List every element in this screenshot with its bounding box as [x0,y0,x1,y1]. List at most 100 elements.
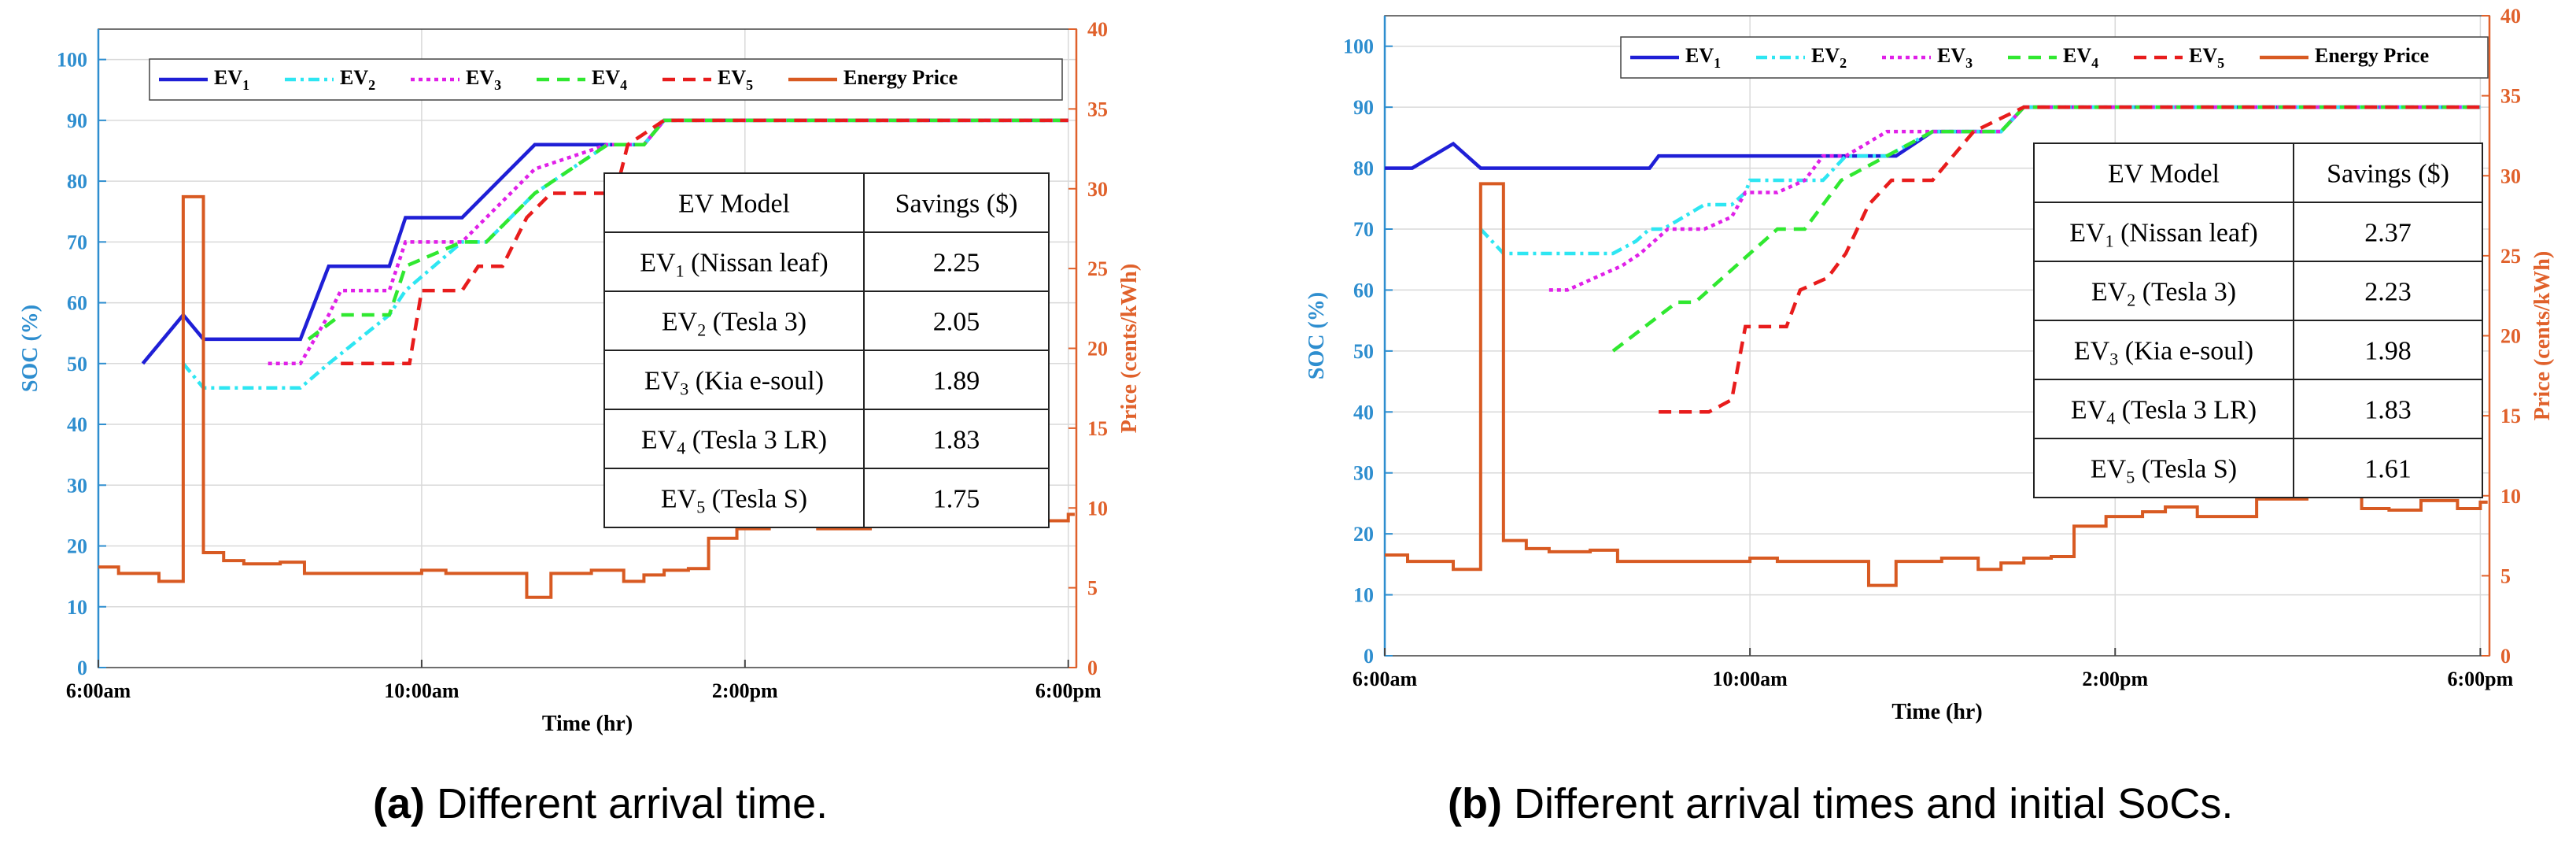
a-series-line-ev5 [341,118,1068,366]
a-x-axis-title: Time (hr) [542,712,633,736]
a-right-tick-label-7: 35 [1087,98,1108,120]
a-legend-label-3: EV3 [466,66,501,93]
a-right-tick-label-2: 10 [1087,497,1108,520]
a-x-tick-label-3: 6:00pm [1035,679,1102,702]
a-series-line-ev4 [307,118,1068,341]
a-left-tick-label-9: 90 [67,109,87,132]
b-left-tick-label-0: 0 [1364,645,1374,668]
a-right-axis-title: Price (cents/kWh) [1117,264,1142,433]
b-left-tick-label-5: 50 [1353,340,1374,363]
a-left-ticks: 0 10 20 30 40 50 60 70 80 90 100 [57,49,106,679]
b-x-ticks: 6:00am 10:00am 2:00pm 6:00pm [1353,648,2514,690]
a-table-row-3-savings: 1.89 [933,367,980,396]
b-left-tick-label-6: 60 [1353,279,1374,302]
b-table-row-5-savings: 1.61 [2364,455,2412,484]
a-right-tick-label-0: 0 [1087,657,1098,679]
a-table-row-4-savings: 1.83 [933,426,980,455]
b-x-tick-label-0: 6:00am [1353,668,1418,690]
figure-panel-b: 0 10 20 30 40 50 60 70 80 90 100 0 5 10 15 20 25 30 35 40 6:… [1290,0,2576,851]
a-legend-label-2: EV2 [340,66,375,93]
a-table-row-2-model: EV2 (Tesla 3) [662,308,806,340]
a-table-row-3-model: EV3 (Kia e-soul) [644,367,824,399]
b-legend-label-2: EV2 [1811,44,1847,71]
b-series-line-ev2 [1479,105,2481,256]
a-table-row-5-savings: 1.75 [933,485,980,514]
a-table-row-1-model: EV1 (Nissan leaf) [640,249,828,281]
a-left-tick-label-2: 20 [67,535,87,558]
a-table-row-4-model: EV4 (Tesla 3 LR) [641,426,827,458]
b-left-tick-label-1: 10 [1353,584,1374,607]
b-table-row-2-model: EV2 (Tesla 3) [2091,278,2236,310]
a-left-tick-label-4: 40 [67,413,87,436]
a-right-tick-label-8: 40 [1087,18,1108,41]
a-table-row-2-savings: 2.05 [933,308,980,337]
a-legend-label-4: EV4 [592,66,627,93]
a-left-tick-label-6: 60 [67,292,87,315]
b-table-header-model: EV Model [2108,160,2220,189]
a-series-line-ev2 [182,118,1068,390]
chart-b: 0 10 20 30 40 50 60 70 80 90 100 0 5 10 15 20 25 30 35 40 6:… [1305,5,2555,724]
a-x-ticks: 6:00am 10:00am 2:00pm 6:00pm [66,660,1102,702]
caption-b: (b) Different arrival times and initial … [1448,779,2233,828]
caption-b-text: Different arrival times and initial SoCs… [1513,780,2234,827]
a-right-tick-label-6: 30 [1087,178,1108,201]
b-legend: EV1 EV2 EV3 EV4 EV5 Energy Price [1620,36,2489,79]
b-left-axis-title: SOC (%) [1305,292,1329,379]
b-table-row-4-model: EV4 (Tesla 3 LR) [2071,396,2257,428]
b-left-tick-label-7: 70 [1353,218,1374,241]
a-table-header-savings: Savings ($) [895,190,1018,219]
a-right-tick-label-4: 20 [1087,338,1108,361]
b-left-tick-label-4: 40 [1353,401,1374,424]
b-right-tick-label-7: 35 [2500,85,2521,108]
a-legend-label-1: EV1 [214,66,249,93]
b-right-tick-label-8: 40 [2500,5,2521,28]
a-savings-table: EV Model Savings ($) EV1 (Nissan leaf) 2.25… [603,172,1050,528]
a-left-tick-label-3: 30 [67,474,87,497]
caption-b-label: (b) [1448,780,1502,827]
b-right-tick-label-4: 20 [2500,325,2521,348]
b-right-tick-label-3: 15 [2500,405,2521,427]
a-right-tick-label-5: 25 [1087,257,1108,280]
b-table-row-3-model: EV3 (Kia e-soul) [2074,337,2253,369]
b-series [1385,105,2488,587]
a-x-tick-label-2: 2:00pm [712,679,778,702]
b-x-tick-label-2: 2:00pm [2082,668,2148,690]
a-left-tick-label-10: 100 [57,49,87,72]
b-table-row-4-savings: 1.83 [2364,396,2412,425]
b-legend-label-4: EV4 [2063,44,2098,71]
a-x-tick-label-0: 6:00am [66,679,131,702]
b-x-axis-title: Time (hr) [1891,700,1982,724]
b-table-row-1-savings: 2.37 [2364,219,2412,248]
b-left-tick-label-8: 80 [1353,157,1374,180]
a-table-row-5-model: EV5 (Tesla S) [661,485,807,517]
a-left-tick-label-0: 0 [77,657,87,679]
b-legend-label-5: EV5 [2189,44,2224,71]
a-x-tick-label-1: 10:00am [384,679,459,702]
b-left-ticks: 0 10 20 30 40 50 60 70 80 90 100 [1343,35,1393,668]
b-right-tick-label-6: 30 [2500,165,2521,187]
b-right-tick-label-1: 5 [2500,564,2511,587]
b-right-tick-label-0: 0 [2500,645,2511,668]
b-x-tick-label-3: 6:00pm [2448,668,2514,690]
a-left-axis-title: SOC (%) [18,305,42,392]
b-table-header-savings: Savings ($) [2327,160,2449,189]
b-legend-label-6: Energy Price [2315,44,2429,67]
b-left-tick-label-10: 100 [1343,35,1374,58]
b-left-tick-label-2: 20 [1353,523,1374,546]
caption-a-label: (a) [373,780,425,827]
a-left-tick-label-5: 50 [67,353,87,376]
a-right-tick-label-3: 15 [1087,417,1108,440]
b-table-row-2-savings: 2.23 [2364,278,2412,307]
caption-a: (a) Different arrival time. [373,779,828,828]
a-table-row-1-savings: 2.25 [933,249,980,278]
a-left-tick-label-8: 80 [67,170,87,193]
a-left-tick-label-1: 10 [67,596,87,619]
b-series-line-ev4 [1611,105,2481,353]
a-left-tick-label-7: 70 [67,231,87,253]
a-legend-label-6: Energy Price [843,66,958,89]
b-x-tick-label-1: 10:00am [1712,668,1788,690]
b-right-ticks: 0 5 10 15 20 25 30 35 40 [2482,5,2521,668]
b-series-line-ev5 [1659,105,2481,414]
a-right-tick-label-1: 5 [1087,577,1098,600]
b-legend-label-1: EV1 [1685,44,1721,71]
